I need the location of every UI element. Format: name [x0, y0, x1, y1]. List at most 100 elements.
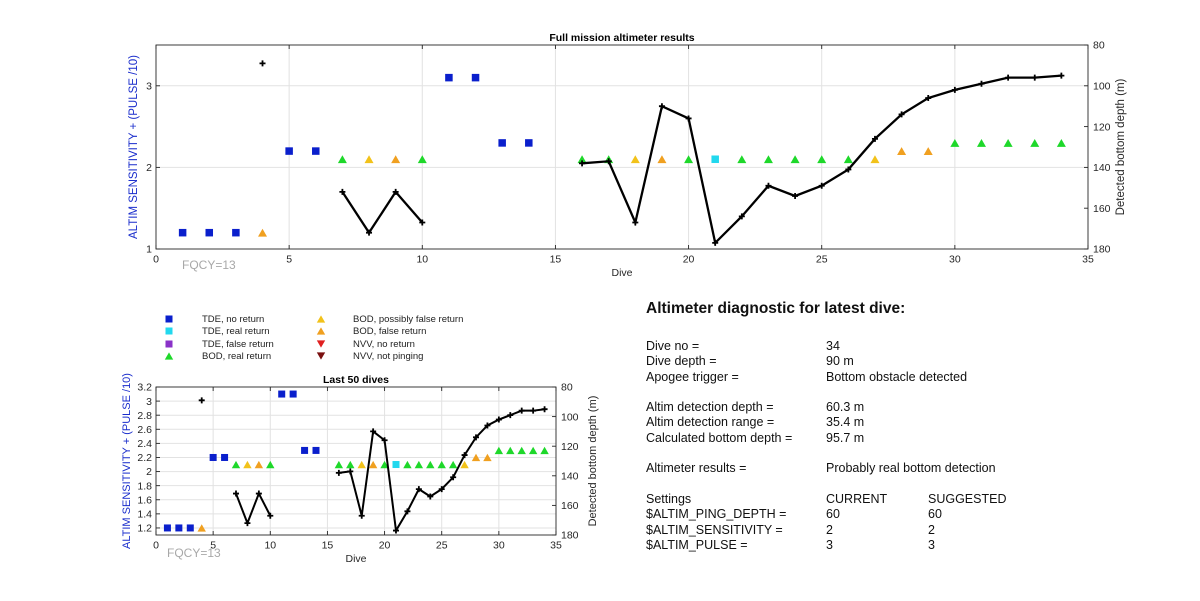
y-tick-label: 2	[146, 162, 152, 174]
marker-tde_no	[178, 228, 187, 237]
marker-tde_no	[221, 453, 229, 461]
x-tick-label: 5	[286, 254, 292, 266]
y2-axis-label: Detected bottom depth (m)	[1115, 78, 1127, 215]
x-tick-label: 20	[379, 540, 391, 552]
marker-bod_false	[897, 147, 907, 156]
settings-header-row: Settings CURRENT SUGGESTED	[646, 492, 1106, 507]
calc-depth-row: Calculated bottom depth = 95.7 m	[646, 431, 1106, 446]
marker-tde_no	[165, 315, 173, 323]
depth-point	[335, 469, 342, 476]
depth-point	[461, 452, 468, 459]
y2-tick-label: 180	[561, 530, 579, 542]
marker-bod_real	[417, 155, 427, 164]
y2-tick-label: 160	[561, 500, 579, 512]
detect-depth-row: Altim detection depth = 60.3 m	[646, 400, 1106, 415]
x-tick-label: 35	[1082, 254, 1094, 266]
x-tick-label: 25	[436, 540, 448, 552]
marker-bod_false	[923, 147, 933, 156]
depth-point	[495, 416, 502, 423]
depth-point	[541, 406, 548, 413]
marker-bod_false	[254, 460, 264, 469]
legend-item: NVV, not pinging	[316, 351, 423, 362]
marker-bod_real	[817, 155, 827, 164]
marker-tde_no	[175, 524, 183, 532]
marker-tde_no	[209, 453, 217, 461]
settings-label: Settings	[646, 491, 692, 506]
depth-point	[871, 135, 878, 142]
y-tick-label: 2.2	[137, 452, 152, 464]
diagnostic-title: Altimeter diagnostic for latest dive:	[646, 300, 906, 317]
depth-point	[951, 86, 958, 93]
setting-row: $ALTIM_PULSE = 3 3	[646, 538, 1106, 553]
y2-tick-label: 140	[561, 470, 579, 482]
y2-axis-label: Detected bottom depth (m)	[587, 396, 599, 527]
marker-tde_real	[165, 327, 173, 335]
depth-point	[450, 474, 457, 481]
chart-title: Full mission altimeter results	[549, 32, 694, 44]
chart-title: Last 50 dives	[323, 374, 389, 386]
marker-bod_real	[266, 460, 275, 469]
depth-line	[341, 189, 424, 235]
setting-current: 3	[826, 537, 833, 552]
apogee-label: Apogee trigger =	[646, 369, 739, 384]
marker-bod_real	[976, 138, 986, 147]
depth-point	[392, 188, 399, 195]
depth-point	[518, 407, 525, 414]
legend-label: TDE, real return	[202, 326, 270, 337]
y2-tick-label: 140	[1093, 162, 1111, 174]
setting-current: 2	[826, 522, 833, 537]
marker-tde_no	[471, 73, 480, 82]
depth-point	[381, 437, 388, 444]
depth-point	[658, 103, 665, 110]
depth-point	[1031, 74, 1038, 81]
marker-bod_possible	[460, 460, 469, 469]
depth-point	[925, 95, 932, 102]
suggested-label: SUGGESTED	[928, 491, 1007, 506]
marker-tde_no	[163, 524, 171, 532]
y2-tick-label: 180	[1093, 244, 1111, 256]
detect-depth-value: 60.3 m	[826, 400, 865, 415]
y2-tick-label: 120	[1093, 121, 1111, 133]
setting-name: $ALTIM_SENSITIVITY =	[646, 522, 783, 537]
marker-tde_no	[498, 139, 506, 147]
depth-point	[244, 520, 251, 527]
dive-no-row: Dive no = 34	[646, 339, 1106, 354]
marker-bod_real	[763, 155, 773, 164]
y-tick-label: 2.4	[137, 438, 152, 450]
marker-bod_real	[346, 460, 355, 469]
fqcy-label: FQCY=13	[167, 546, 221, 560]
depth-point	[712, 239, 719, 246]
depth-point	[632, 219, 639, 226]
marker-tde_no	[289, 390, 297, 398]
marker-tde_real	[392, 461, 400, 469]
marker-nvv_not	[316, 352, 326, 360]
setting-suggested: 3	[928, 537, 935, 552]
marker-bod_real	[231, 460, 241, 469]
results-row: Altimeter results = Probably real bottom …	[646, 461, 1106, 476]
marker-bod_possible	[357, 460, 366, 469]
y-axis-label: ALTIM SENSITIVITY + (PULSE /10)	[121, 373, 133, 549]
depth-point	[765, 182, 772, 189]
current-label: CURRENT	[826, 491, 888, 506]
marker-bod_false	[368, 460, 378, 469]
legend-label: TDE, false return	[202, 339, 274, 350]
x-tick-label: 5	[210, 540, 216, 552]
marker-bod_real	[528, 446, 538, 455]
marker-bod_false	[471, 453, 481, 462]
setting-current: 60	[826, 507, 840, 522]
y-tick-label: 3	[146, 80, 152, 92]
depth-point	[366, 229, 373, 236]
depth-point	[415, 486, 422, 493]
depth-point	[438, 486, 445, 493]
marker-bod_real	[843, 155, 853, 164]
depth-point	[339, 188, 346, 195]
dive-depth-label: Dive depth =	[646, 354, 717, 369]
marker-tde_no	[301, 446, 309, 454]
axes-box	[155, 44, 1089, 250]
y-tick-label: 2	[146, 466, 152, 478]
depth-point	[427, 493, 434, 500]
depth-point	[685, 115, 692, 122]
y-axis-label: ALTIM SENSITIVITY + (PULSE /10)	[128, 55, 140, 239]
x-tick-label: 10	[264, 540, 276, 552]
marker-bod_real	[403, 460, 412, 469]
